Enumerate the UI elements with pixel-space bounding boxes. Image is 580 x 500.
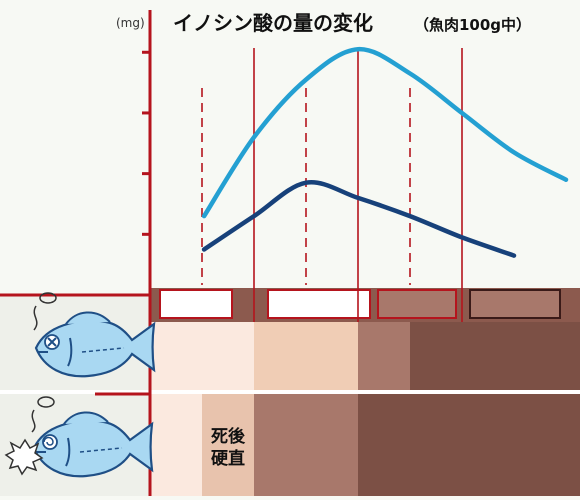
stage-cell-0-3 xyxy=(410,322,580,390)
row-separator xyxy=(0,390,580,394)
stage-cell-0-2 xyxy=(358,322,410,390)
stage-box-2 xyxy=(378,290,456,318)
chart-title: イノシン酸の量の変化 xyxy=(173,11,373,35)
stage-cell-0-1 xyxy=(254,322,358,390)
stage-cell-1-0 xyxy=(150,394,202,496)
stage-box-0 xyxy=(160,290,232,318)
stage-cell-1-2 xyxy=(254,394,358,496)
stage-cell-1-3 xyxy=(358,394,580,496)
stage-cell-label-line: 硬直 xyxy=(211,448,245,469)
y-axis-unit: (mg) xyxy=(116,16,145,30)
chart-subtitle: （魚肉100g中） xyxy=(414,16,531,34)
stage-box-1 xyxy=(268,290,370,318)
stage-box-3 xyxy=(470,290,560,318)
stage-cell-0-0 xyxy=(150,322,254,390)
stage-cell-label-line: 死後 xyxy=(211,426,246,447)
